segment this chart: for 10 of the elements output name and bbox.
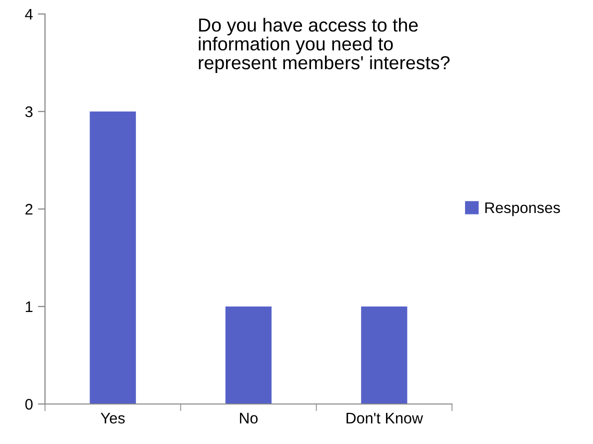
x-tick-label: Yes [100,412,125,424]
y-tick-label: 3 [25,106,33,118]
y-tick-label: 2 [25,204,32,215]
y-tick-label: 1 [26,302,32,312]
text: Do you have access to the information you need to represent members' interests? [198,18,450,74]
y-tick-label: 4 [25,9,33,20]
legend-label: Responses [485,202,560,216]
x-tick-label: Don't Know [346,412,424,424]
y-tick-label: 0 [25,398,33,410]
x-tick-label: No [240,412,258,424]
